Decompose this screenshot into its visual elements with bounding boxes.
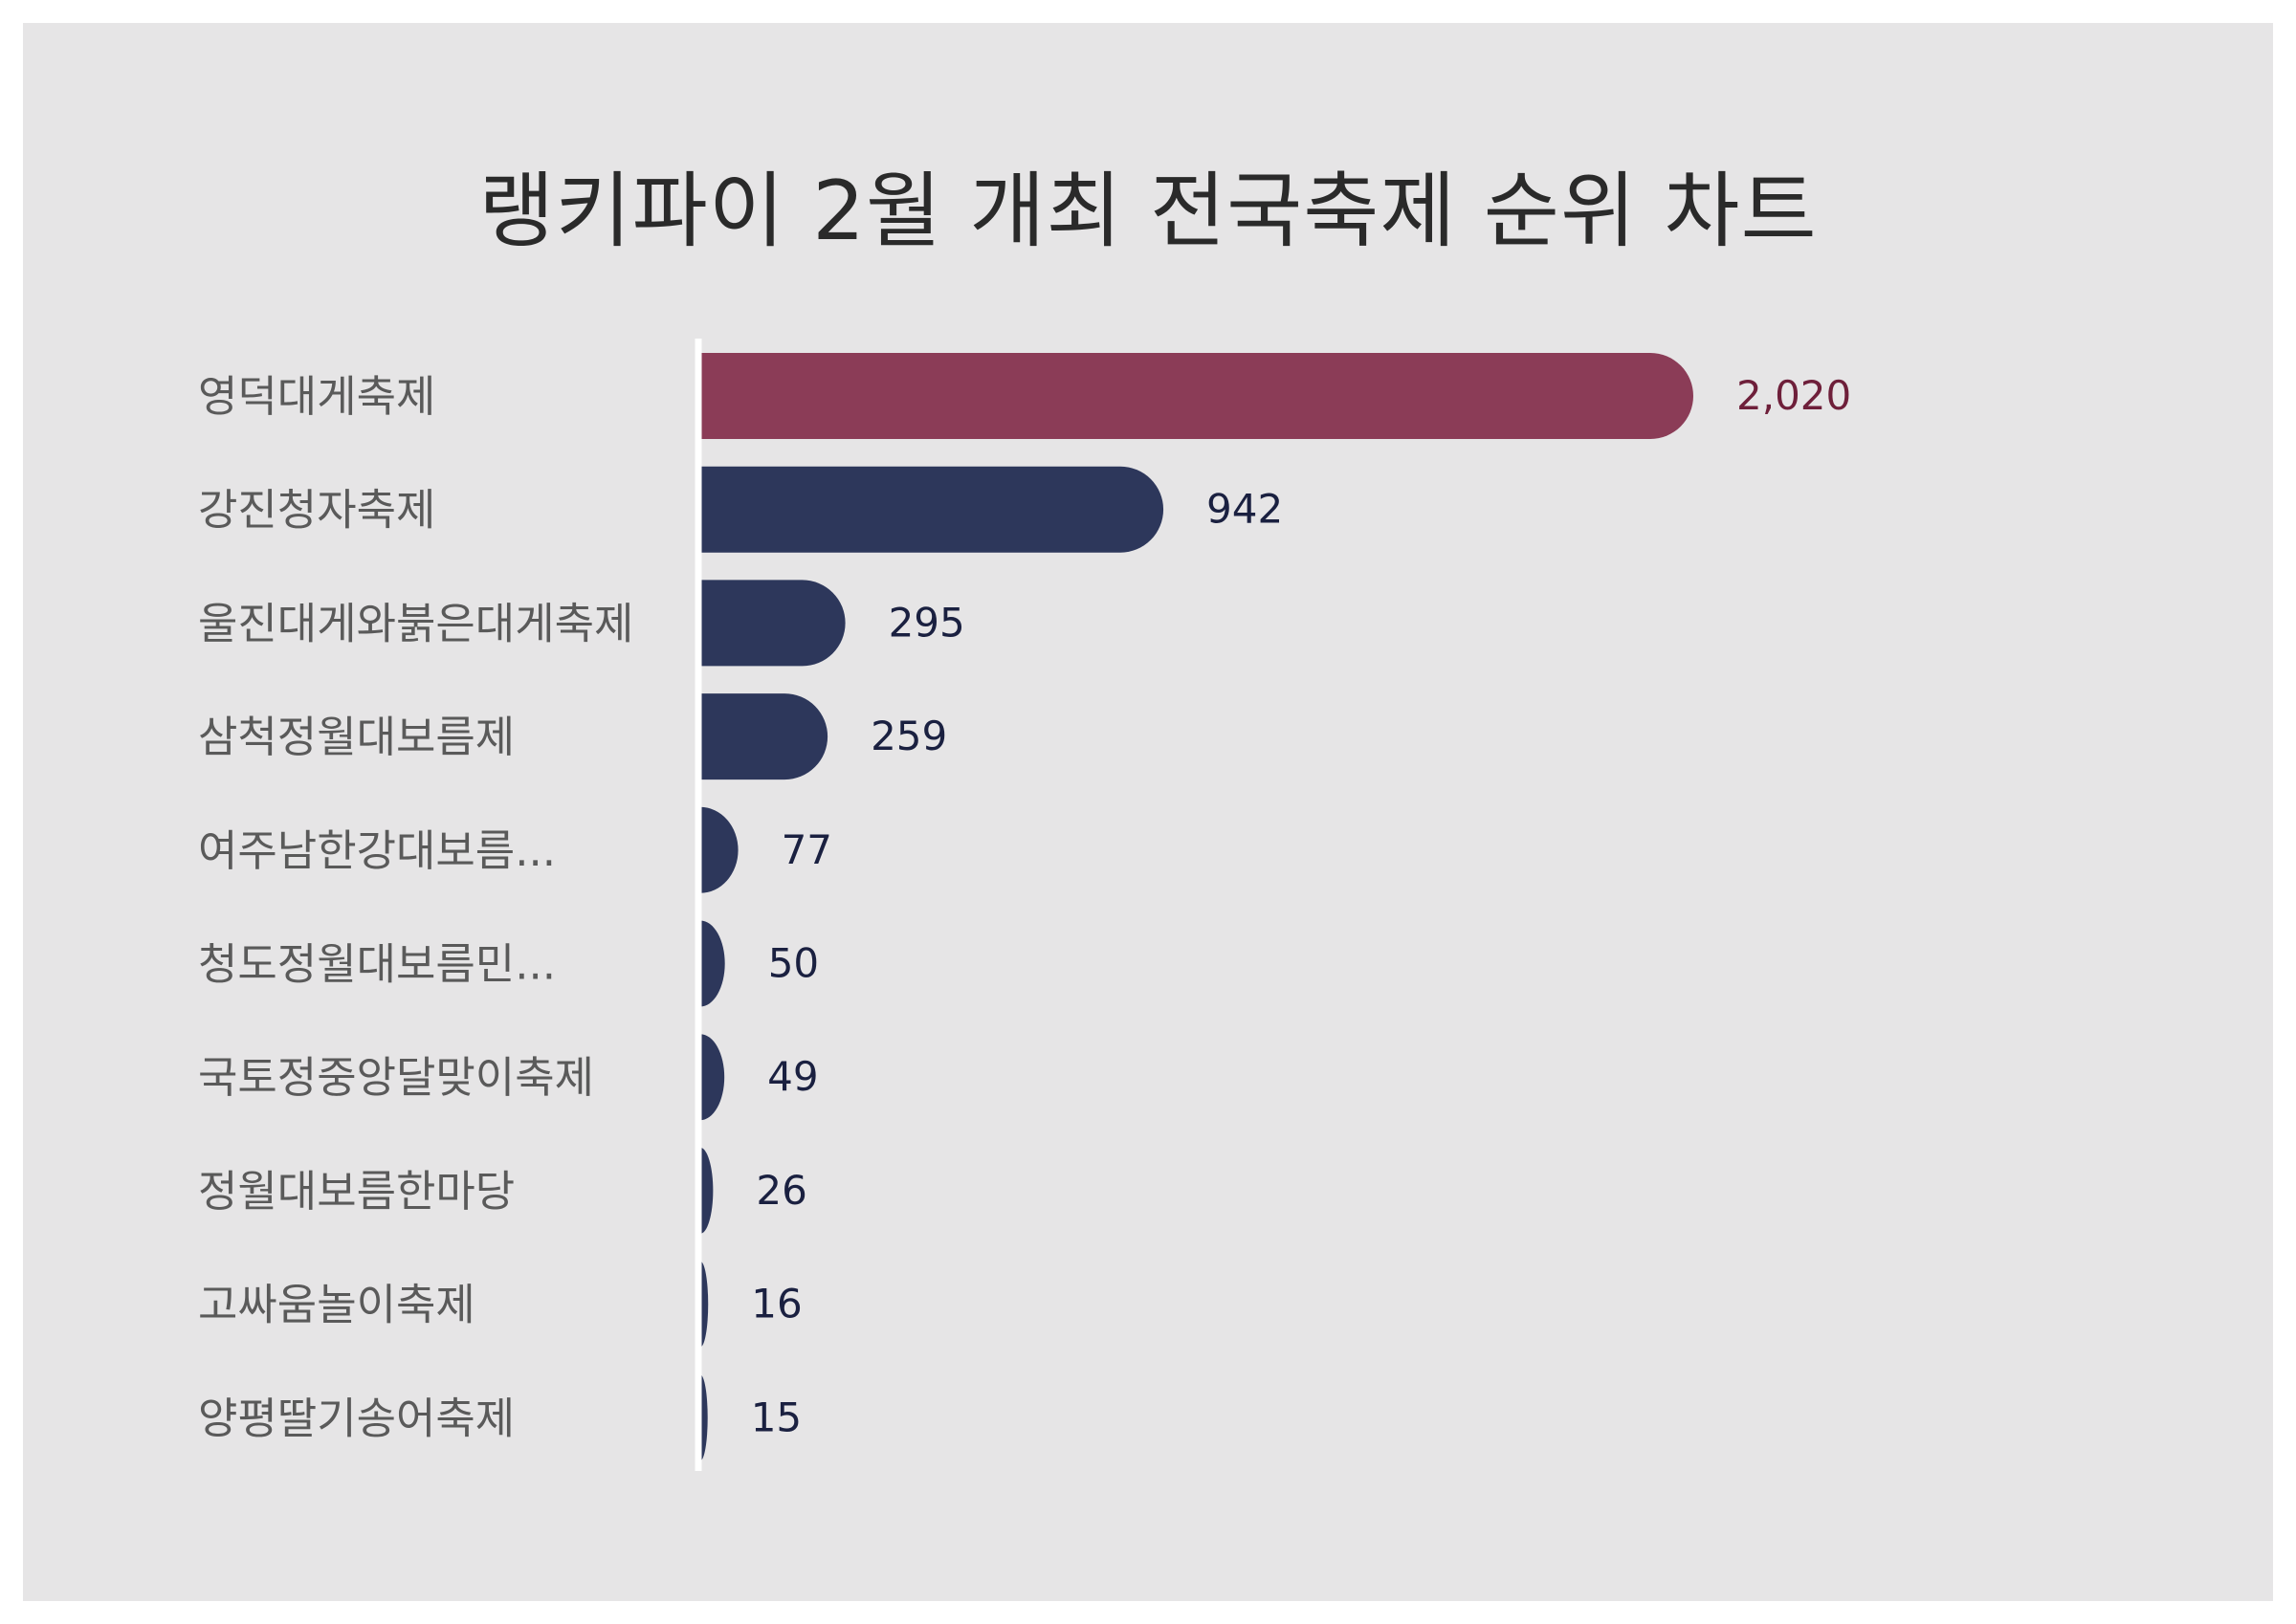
bar-3	[700, 580, 846, 667]
value-label-4: 259	[871, 713, 947, 759]
value-label-1: 2,020	[1736, 372, 1851, 419]
bar-7	[700, 1034, 725, 1121]
bar-1	[700, 353, 1693, 439]
category-label-1: 영덕대게축제	[198, 371, 435, 422]
category-label-10: 양평딸기송어축제	[198, 1393, 515, 1443]
value-label-7: 49	[767, 1053, 818, 1100]
value-label-3: 295	[889, 599, 965, 646]
category-label-8: 정월대보름한마당	[198, 1166, 515, 1217]
bars-group	[700, 353, 1693, 1461]
value-label-9: 16	[751, 1281, 802, 1328]
value-label-5: 77	[782, 826, 832, 873]
category-label-2: 강진청자축제	[198, 485, 435, 536]
category-label-5: 여주남한강대보름...	[198, 825, 556, 876]
bar-6	[700, 920, 725, 1007]
category-label-3: 울진대게와붉은대게축제	[198, 598, 633, 648]
bar-10	[700, 1374, 708, 1461]
category-label-6: 청도정월대보름민...	[198, 939, 556, 990]
value-label-10: 15	[751, 1394, 802, 1440]
chart-title: 랭키파이 2월 개최 전국축제 순위 차트	[478, 164, 1818, 259]
bar-5	[700, 806, 739, 893]
category-label-4: 삼척정월대보름제	[198, 712, 515, 762]
bar-4	[700, 693, 828, 780]
bar-8	[700, 1147, 714, 1234]
category-label-7: 국토정중앙달맞이축제	[198, 1052, 594, 1103]
labels-group: 영덕대게축제 2,020 강진청자축제 942 울진대게와붉은대게축제 295 삼척정월대보…	[198, 371, 1851, 1443]
value-label-6: 50	[768, 940, 819, 987]
value-label-8: 26	[756, 1167, 806, 1214]
bar-2	[700, 466, 1164, 553]
category-label-9: 고싸움놀이축제	[198, 1280, 475, 1330]
value-label-2: 942	[1206, 486, 1283, 533]
chart-background	[23, 23, 2273, 1601]
bar-9	[700, 1261, 709, 1348]
